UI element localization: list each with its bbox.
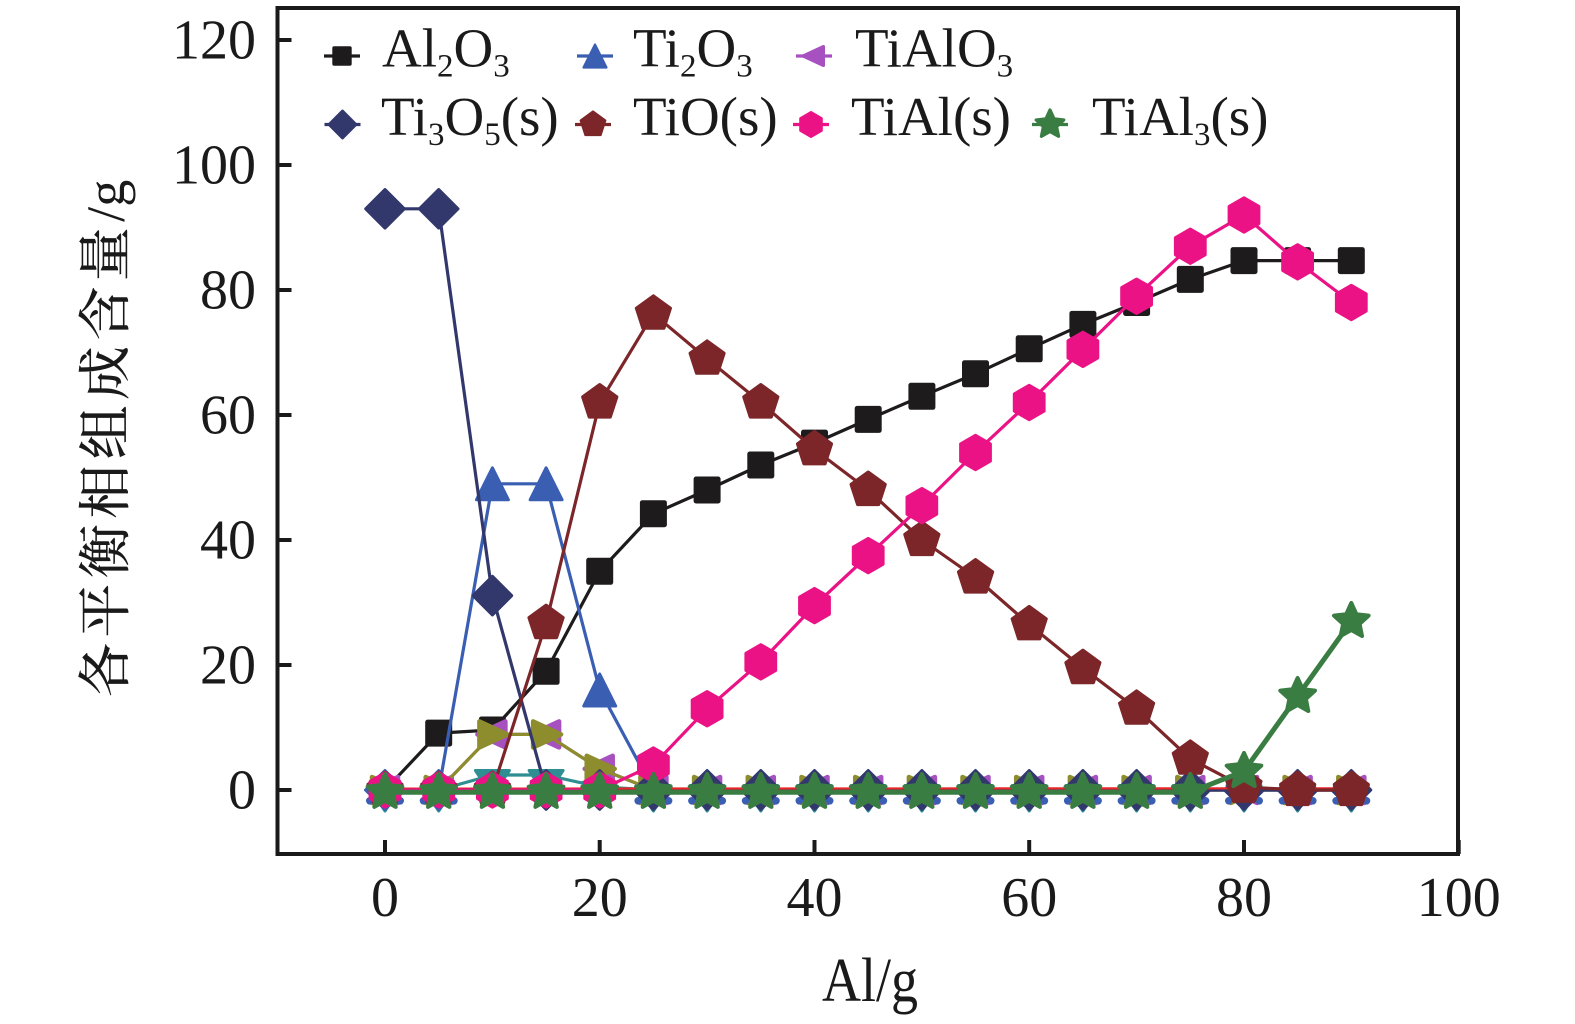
svg-text:100: 100 — [172, 135, 256, 197]
svg-text:/g: /g — [76, 180, 136, 222]
svg-text:TiAl3​(s): TiAl3​(s) — [1092, 86, 1269, 153]
svg-text:100: 100 — [1417, 867, 1501, 929]
svg-text:TiAl(s): TiAl(s) — [851, 86, 1011, 147]
svg-text:TiO(s): TiO(s) — [633, 86, 778, 147]
svg-text:20: 20 — [572, 867, 628, 929]
svg-text:80: 80 — [1216, 867, 1272, 929]
svg-text:40: 40 — [787, 867, 843, 929]
svg-text:60: 60 — [200, 385, 256, 447]
svg-text:Al/g: Al/g — [822, 947, 918, 1015]
svg-text:40: 40 — [200, 510, 256, 572]
svg-text:80: 80 — [200, 260, 256, 322]
svg-text:120: 120 — [172, 10, 256, 72]
svg-text:20: 20 — [200, 635, 256, 697]
svg-text:TiAlO3​: TiAlO3​ — [855, 18, 1013, 85]
svg-text:Ti3​O5​(s): Ti3​O5​(s) — [381, 86, 559, 153]
svg-text:0: 0 — [371, 867, 399, 929]
svg-text:60: 60 — [1001, 867, 1057, 929]
svg-text:0: 0 — [228, 760, 256, 822]
